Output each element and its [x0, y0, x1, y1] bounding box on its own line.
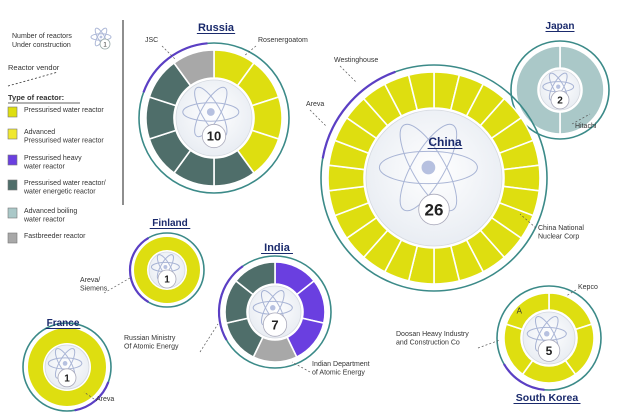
outer-ring — [22, 322, 112, 412]
vendor-label: Westinghouse — [334, 57, 378, 64]
country-bubbles: 10 Russia JSC Rosenergoatom 2 Japan Hitachi 26 C… — [22, 21, 610, 412]
vendor-arc — [74, 381, 110, 412]
legend-item-label: Pressurised heavy water reactor — [23, 155, 82, 171]
reactor-segment — [505, 292, 550, 331]
country-label: Finland — [152, 218, 188, 229]
outer-ring — [496, 285, 602, 391]
vendor-arc — [128, 237, 150, 303]
vendor-label: Areva/Siemens — [80, 277, 108, 293]
vendor-label: Hitachi — [575, 123, 597, 130]
reactor-segment — [28, 328, 106, 406]
reactor-segment — [134, 237, 200, 303]
reactor-count: 1 — [164, 275, 170, 286]
legend-swatch — [7, 207, 18, 219]
legend-swatch — [7, 128, 18, 140]
vendor-arc — [142, 42, 208, 93]
legend: Number of reactors Under construction 1 Rea… — [7, 27, 112, 244]
vendor-leader — [199, 323, 219, 353]
vendor-label: Doosan Heavy Industry and Construction Co — [396, 331, 469, 347]
legend-item-label: Fastbreeder reactor — [24, 233, 86, 240]
legend-sample-count: 1 — [103, 42, 107, 49]
reactor-count: 5 — [546, 344, 553, 358]
legend-item-label: Advanced Pressurised water reactor — [24, 129, 104, 145]
vendor-label: Kepco — [578, 284, 598, 291]
vendor-label: Areva — [96, 396, 114, 403]
legend-swatch — [7, 154, 18, 166]
vendor-leader — [519, 213, 537, 229]
reactor-count: 10 — [207, 129, 221, 144]
reactor-count: 1 — [64, 373, 70, 384]
vendor-leader — [161, 45, 177, 61]
outer-ring — [510, 40, 610, 140]
legend-under-construction-label: Number of reactors Under construction — [12, 33, 72, 49]
reactor-segment — [407, 71, 435, 112]
vendor-leader — [243, 45, 257, 57]
legend-vendor-label: Reactor vendor — [8, 63, 60, 72]
vendor-label: Areva — [306, 101, 324, 108]
legend-swatch — [7, 106, 18, 118]
reactor-segment — [172, 49, 215, 87]
vendor-leader — [565, 289, 577, 297]
country-china: 26 China Westinghouse Areva China National Nu… — [306, 57, 584, 292]
country-japan: 2 Japan Hitachi — [510, 21, 610, 140]
vendor-label: Indian Department of Atomic Energy — [312, 361, 370, 377]
vendor-leader — [291, 361, 311, 373]
country-label: China — [428, 135, 462, 149]
vendor-arc — [321, 70, 396, 159]
atom-icon — [378, 123, 478, 212]
country-finland: 1 Finland Areva/Siemens — [80, 218, 205, 308]
vendor-arc — [217, 265, 244, 341]
reactor-segment — [234, 261, 276, 296]
country-france: 1 France Areva — [22, 318, 114, 412]
country-south-korea: 5 South Korea Kepco Doosan Heavy Industry an… — [396, 284, 602, 404]
segment-annotation: A — [517, 307, 523, 316]
legend-type-heading: Type of reactor: — [8, 93, 64, 102]
vendor-leader — [103, 277, 131, 294]
legend-atom-icon — [90, 27, 112, 47]
legend-item-label: Pressurised water reactor/water energeti… — [23, 180, 106, 196]
reactor-count: 7 — [271, 317, 278, 332]
reactor-segment — [515, 45, 561, 135]
vendor-leader — [339, 65, 357, 83]
legend-swatch — [7, 232, 18, 244]
country-label: India — [264, 242, 291, 254]
vendor-arc — [503, 363, 545, 391]
vendor-label: China National Nuclear Corp — [538, 225, 584, 241]
country-label: Russia — [198, 22, 235, 34]
vendor-label: JSC — [145, 37, 158, 44]
reactor-count: 2 — [557, 96, 563, 107]
reactor-count: 26 — [425, 201, 444, 220]
vendor-label: Rosenergoatom — [258, 37, 308, 44]
country-label: France — [47, 318, 80, 329]
vendor-leader — [309, 109, 327, 127]
legend-item-label: Advanced boiling water reactor — [23, 208, 77, 224]
country-label: Japan — [546, 21, 575, 32]
country-india: 7 India Russian Ministry Of Atomic Energy In… — [124, 242, 370, 377]
legend-swatch — [7, 179, 18, 191]
country-russia: 10 Russia JSC Rosenergoatom — [138, 22, 308, 194]
outer-ring — [320, 64, 548, 292]
vendor-label: Russian Ministry Of Atomic Energy — [124, 335, 179, 351]
legend-item-label: Pressurised water reactor — [24, 107, 104, 114]
outer-ring — [138, 42, 290, 194]
reactor-segment — [559, 45, 605, 135]
country-label: South Korea — [516, 392, 579, 404]
vendor-leader — [571, 113, 591, 125]
